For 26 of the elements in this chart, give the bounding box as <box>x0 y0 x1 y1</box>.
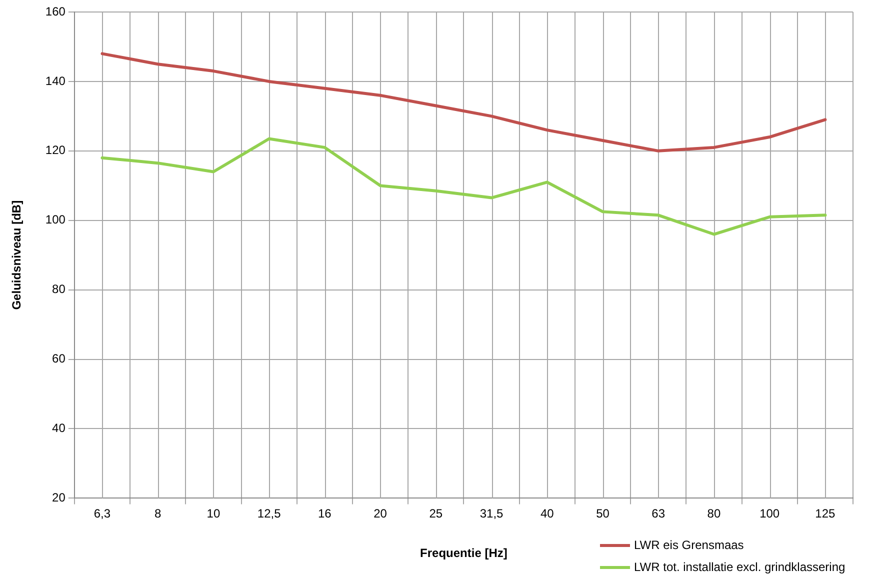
y-tick-label: 120 <box>45 143 66 158</box>
x-tick-label: 16 <box>318 506 332 521</box>
x-tick-label: 40 <box>540 506 554 521</box>
y-tick-label: 40 <box>52 421 66 436</box>
x-tick-label: 100 <box>760 506 780 521</box>
x-tick-label: 12,5 <box>257 506 282 521</box>
x-tick-label: 8 <box>154 506 162 521</box>
y-tick-label: 20 <box>52 490 66 505</box>
y-tick-label: 100 <box>45 212 66 227</box>
y-axis-title: Geluidsniveau [dB] <box>10 200 24 310</box>
x-tick-label: 6,3 <box>94 506 111 521</box>
x-tick-label: 125 <box>815 506 836 521</box>
y-tick-label: 60 <box>52 352 66 366</box>
x-tick-label: 10 <box>206 506 220 521</box>
x-tick-label: 25 <box>429 506 443 521</box>
x-tick-label: 63 <box>652 506 666 521</box>
y-tick-label: 160 <box>45 4 66 18</box>
y-tick-label: 80 <box>52 282 66 296</box>
y-tick-label: 140 <box>45 74 66 88</box>
legend-label: LWR eis Grensmaas <box>634 538 744 552</box>
legend-label: LWR tot. installatie excl. grindklassering <box>634 560 846 574</box>
x-tick-label: 20 <box>374 506 388 521</box>
x-tick-label: 80 <box>707 506 721 521</box>
x-tick-label: 50 <box>596 506 610 521</box>
x-axis-title: Frequentie [Hz] <box>420 546 508 560</box>
x-tick-label: 31,5 <box>480 506 504 521</box>
